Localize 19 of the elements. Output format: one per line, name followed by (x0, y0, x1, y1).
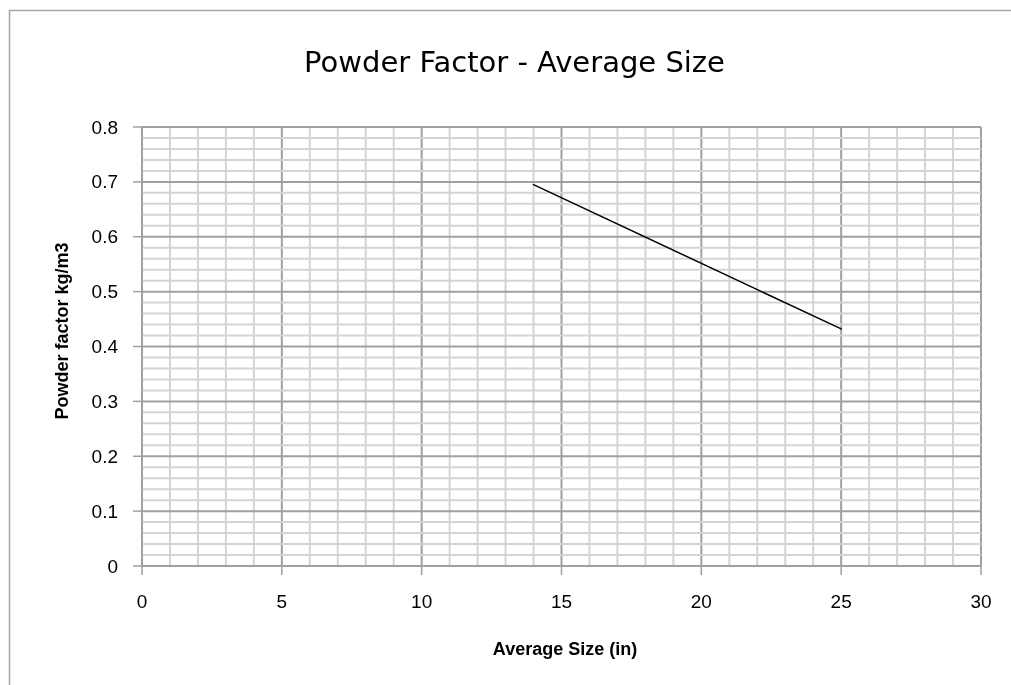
x-tick-label: 0 (136, 591, 148, 612)
y-tick-label: 0.2 (91, 445, 118, 467)
x-tick-label: 15 (550, 591, 573, 612)
y-axis-title: Powder factor kg/m3 (52, 242, 72, 420)
x-tick-label: 5 (276, 591, 288, 612)
x-tick-label: 20 (690, 591, 712, 612)
y-tick-label: 0.3 (91, 390, 118, 412)
chart-title: Powder Factor - Average Size (304, 45, 725, 79)
x-tick-label: 25 (830, 591, 852, 612)
y-tick-label: 0.1 (91, 500, 118, 522)
y-tick-label: 0.4 (91, 336, 119, 357)
x-tick-label: 30 (970, 591, 992, 612)
x-axis-title: Average Size (in) (492, 639, 638, 659)
y-tick-label: 0 (107, 555, 118, 577)
y-tick-label: 0.6 (91, 226, 118, 248)
y-tick-label: 0.7 (91, 171, 118, 193)
y-tick-label: 0.5 (91, 281, 118, 303)
x-tick-label: 10 (411, 591, 433, 612)
y-tick-label: 0.8 (91, 116, 118, 138)
